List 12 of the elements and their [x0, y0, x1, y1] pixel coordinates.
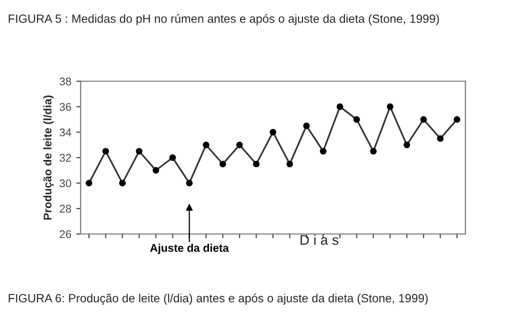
- x-axis-title: D i a s: [300, 234, 338, 245]
- text: FIGURA 6: Produção de leite (l/dia) antes e após o ajuste da dieta (Stone, 1999): [8, 294, 428, 305]
- y-tick-label: 38: [60, 78, 72, 86]
- y-tick-label: 36: [60, 102, 72, 111]
- y-axis-title: Produção de leite (l/dia): [43, 96, 54, 220]
- y-tick-label: 34: [60, 128, 72, 136]
- chart-title: FIGURA 5 : Medidas do pH no rúmen antes e após o ajuste da dieta (Stone, 1999): [8, 14, 439, 26]
- y-tick-label: 26: [60, 230, 72, 238]
- y-tick-label: 30: [60, 179, 72, 188]
- y-tick-label: 28: [60, 204, 72, 213]
- y-tick-label: 32: [60, 154, 72, 162]
- x-tick-label: Ajuste da dieta: [150, 244, 229, 254]
